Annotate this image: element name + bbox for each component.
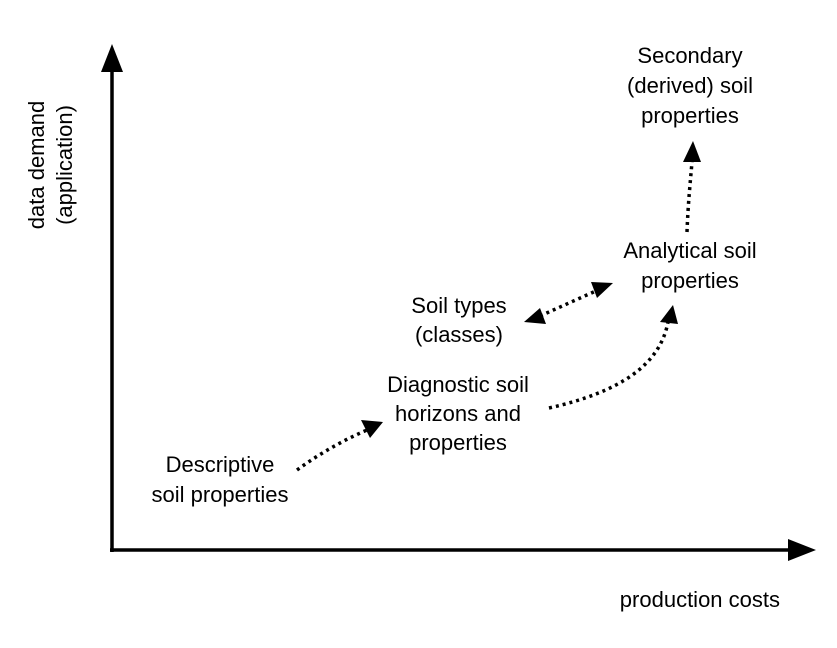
node-analytical: Analytical soil properties bbox=[623, 238, 756, 293]
arrow-soil-types-analytical bbox=[524, 282, 613, 324]
node-secondary-line1: Secondary bbox=[637, 43, 742, 68]
node-diagnostic-line1: Diagnostic soil bbox=[387, 372, 529, 397]
x-axis-label: production costs bbox=[620, 587, 780, 612]
node-analytical-line1: Analytical soil bbox=[623, 238, 756, 263]
arrow-soil-types-analytical-head-left bbox=[524, 308, 546, 324]
y-axis-label-line2: (application) bbox=[52, 105, 77, 225]
y-axis bbox=[101, 44, 123, 552]
node-soil-types: Soil types (classes) bbox=[411, 293, 506, 347]
arrow-analytical-to-secondary-head bbox=[683, 141, 701, 162]
arrow-descriptive-to-diagnostic bbox=[295, 420, 383, 472]
arrow-descriptive-to-diagnostic-head bbox=[361, 420, 383, 438]
node-diagnostic-line3: properties bbox=[409, 430, 507, 455]
node-soil-types-line2: (classes) bbox=[415, 322, 503, 347]
node-secondary-line3: properties bbox=[641, 103, 739, 128]
node-descriptive-line2: soil properties bbox=[152, 482, 289, 507]
node-descriptive-line1: Descriptive bbox=[166, 452, 275, 477]
arrow-diagnostic-to-analytical-head bbox=[660, 305, 678, 324]
y-axis-label-line1: data demand bbox=[24, 101, 49, 229]
node-descriptive: Descriptive soil properties bbox=[152, 452, 289, 507]
x-axis bbox=[110, 539, 816, 561]
node-soil-types-line1: Soil types bbox=[411, 293, 506, 318]
node-diagnostic-line2: horizons and bbox=[395, 401, 521, 426]
arrow-soil-types-analytical-head-right bbox=[591, 282, 613, 298]
y-axis-arrowhead bbox=[101, 44, 123, 72]
x-axis-arrowhead bbox=[788, 539, 816, 561]
y-axis-label: data demand (application) bbox=[24, 101, 77, 229]
arrow-analytical-to-secondary bbox=[683, 141, 701, 233]
arrow-diagnostic-to-analytical bbox=[548, 305, 678, 410]
node-diagnostic: Diagnostic soil horizons and properties bbox=[387, 372, 529, 455]
node-analytical-line2: properties bbox=[641, 268, 739, 293]
node-secondary: Secondary (derived) soil properties bbox=[627, 43, 753, 128]
node-secondary-line2: (derived) soil bbox=[627, 73, 753, 98]
